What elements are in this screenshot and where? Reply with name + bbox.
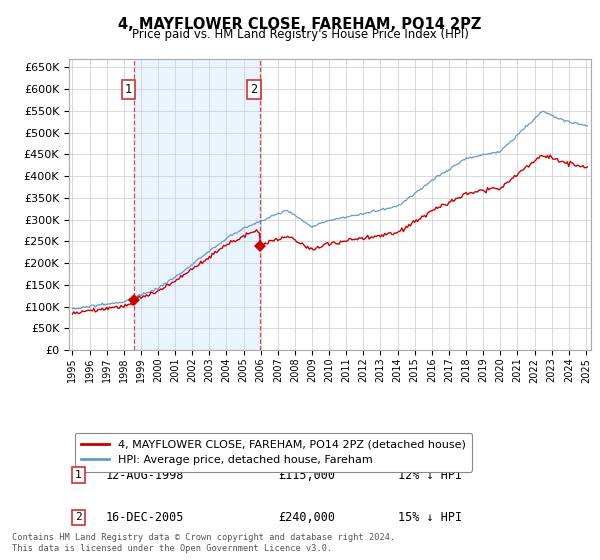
Text: 1: 1 (75, 470, 82, 480)
Text: Contains HM Land Registry data © Crown copyright and database right 2024.
This d: Contains HM Land Registry data © Crown c… (12, 533, 395, 553)
Text: £115,000: £115,000 (278, 469, 335, 482)
Text: 4, MAYFLOWER CLOSE, FAREHAM, PO14 2PZ: 4, MAYFLOWER CLOSE, FAREHAM, PO14 2PZ (118, 17, 482, 32)
Text: 2: 2 (250, 83, 257, 96)
Bar (134, 59, 260, 350)
Text: £240,000: £240,000 (278, 511, 335, 524)
Text: 2: 2 (75, 512, 82, 522)
Text: Price paid vs. HM Land Registry's House Price Index (HPI): Price paid vs. HM Land Registry's House … (131, 28, 469, 41)
Legend: 4, MAYFLOWER CLOSE, FAREHAM, PO14 2PZ (detached house), HPI: Average price, deta: 4, MAYFLOWER CLOSE, FAREHAM, PO14 2PZ (d… (74, 433, 472, 472)
Text: 1: 1 (125, 83, 132, 96)
Text: 16-DEC-2005: 16-DEC-2005 (106, 511, 184, 524)
Text: 12% ↓ HPI: 12% ↓ HPI (398, 469, 462, 482)
Text: 15% ↓ HPI: 15% ↓ HPI (398, 511, 462, 524)
Text: 12-AUG-1998: 12-AUG-1998 (106, 469, 184, 482)
